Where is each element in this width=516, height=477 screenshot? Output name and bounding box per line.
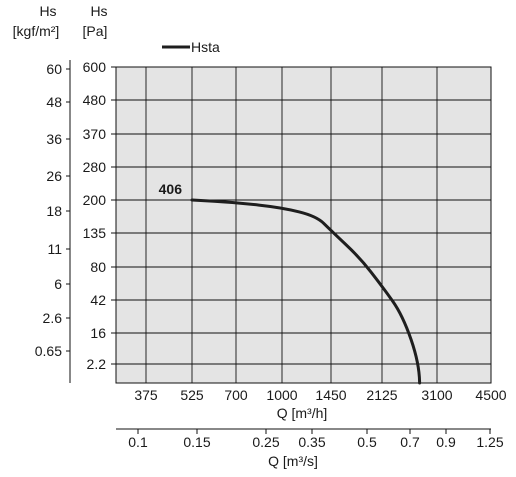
qs-tick-label: 0.9 <box>436 434 456 450</box>
pa-tick-label: 16 <box>90 325 106 341</box>
pa-tick-label: 135 <box>83 225 107 241</box>
pa-axis-header-symbol: Hs <box>90 3 107 19</box>
kgf-tick-label: 11 <box>47 241 62 257</box>
pa-tick-label: 370 <box>83 126 107 142</box>
kgf-tick-label: 36 <box>46 131 62 147</box>
pa-tick-label: 280 <box>83 159 107 175</box>
qs-tick-label: 0.5 <box>357 434 377 450</box>
plot-background <box>116 67 491 383</box>
labels-layer: Hs [kgf/m²] Hs [Pa] 60 48 36 26 18 11 6 2.6 0.65 600 4… <box>13 3 507 469</box>
pa-tick-label: 2.2 <box>87 356 107 372</box>
qh-tick-label: 525 <box>180 387 204 403</box>
pa-tick-label: 200 <box>83 192 107 208</box>
qh-tick-label: 2125 <box>366 387 397 403</box>
pa-tick-label: 480 <box>83 92 107 108</box>
curve-layer <box>190 198 422 385</box>
plot-grid <box>116 66 492 383</box>
kgf-tick-label: 0.65 <box>35 343 62 359</box>
qs-tick-label: 0.7 <box>400 434 420 450</box>
kgf-tick-label: 48 <box>46 94 62 110</box>
qh-tick-label: 3100 <box>421 387 452 403</box>
legend-label-hsta: Hsta <box>191 39 220 55</box>
qs-tick-label: 0.35 <box>298 434 325 450</box>
kgf-tick-label: 26 <box>46 168 62 184</box>
qh-tick-label: 1000 <box>266 387 297 403</box>
plot-frame <box>66 60 492 434</box>
curve-label: 406 <box>159 181 183 197</box>
qh-tick-label: 700 <box>224 387 248 403</box>
qh-tick-label: 375 <box>134 387 158 403</box>
kgf-axis-header-symbol: Hs <box>39 3 56 19</box>
kgf-tick-label: 6 <box>54 276 62 292</box>
pa-axis-header-unit: [Pa] <box>83 23 108 39</box>
qh-tick-label: 4500 <box>475 387 506 403</box>
qs-tick-label: 0.15 <box>183 434 210 450</box>
kgf-tick-label: 60 <box>46 61 62 77</box>
qs-axis-label: Q [m³/s] <box>268 453 318 469</box>
series-line-hsta <box>190 198 422 385</box>
kgf-tick-label: 2.6 <box>43 310 63 326</box>
pa-tick-label: 42 <box>90 292 106 308</box>
qh-axis-label: Q [m³/h] <box>277 405 328 421</box>
kgf-axis-header-unit: [kgf/m²] <box>13 23 60 39</box>
qs-tick-label: 1.25 <box>476 434 503 450</box>
qs-tick-label: 0.25 <box>252 434 279 450</box>
pa-tick-label: 80 <box>90 259 106 275</box>
kgf-tick-label: 18 <box>46 203 62 219</box>
qh-tick-label: 1450 <box>315 387 346 403</box>
qs-tick-label: 0.1 <box>128 434 148 450</box>
pa-tick-label: 600 <box>83 59 107 75</box>
